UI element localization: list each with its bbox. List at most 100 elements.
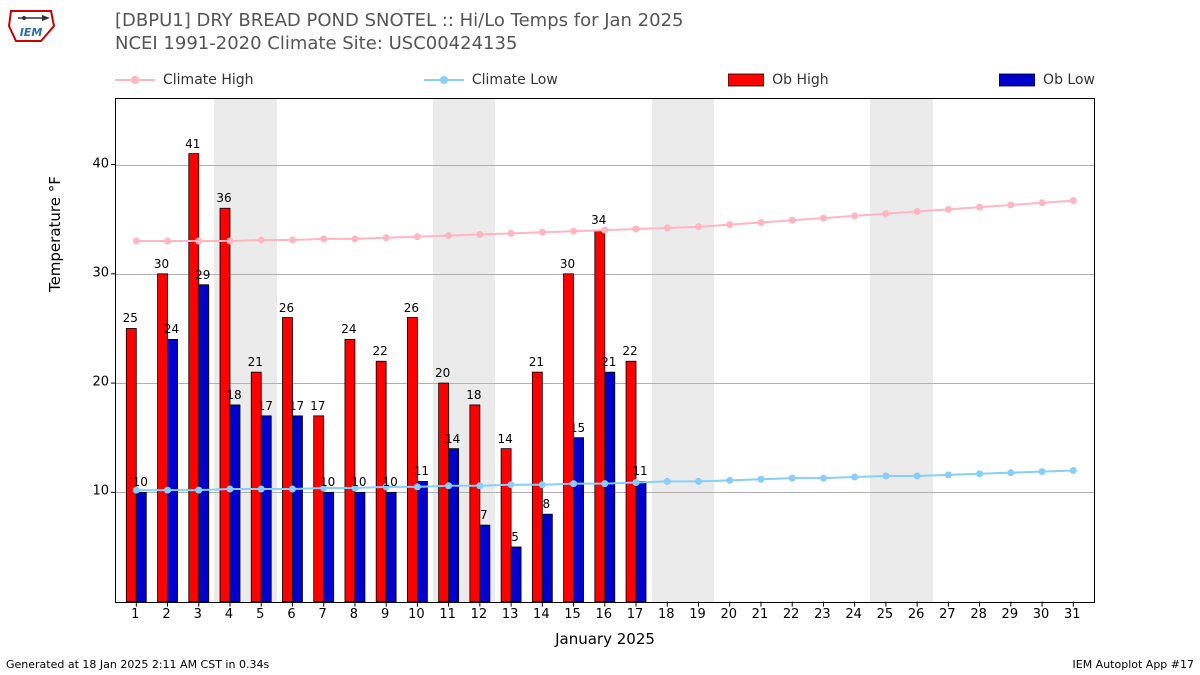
title-line-2: NCEI 1991-2020 Climate Site: USC00424135 [115, 33, 683, 56]
ob-low-bar [355, 492, 365, 601]
svg-text:IEM: IEM [20, 26, 43, 39]
ytick-label: 30 [79, 265, 109, 280]
y-axis-label: Temperature °F [46, 176, 64, 292]
footer-left: Generated at 18 Jan 2025 2:11 AM CST in … [6, 658, 269, 671]
legend-ob-low-label: Ob Low [1043, 72, 1095, 88]
ob-low-label: 17 [289, 399, 304, 413]
ob-low-label: 21 [601, 355, 616, 369]
ob-low-label: 10 [383, 475, 398, 489]
ob-low-bar [605, 372, 615, 601]
climate-high-marker [508, 230, 515, 237]
xtick-label: 2 [162, 607, 170, 622]
ob-low-bar [230, 405, 240, 602]
ob-high-label: 26 [279, 301, 294, 315]
xtick-label: 16 [596, 607, 613, 622]
climate-high-marker [757, 219, 764, 226]
xtick-label: 14 [533, 607, 550, 622]
climate-high-marker [351, 235, 358, 242]
xtick-label: 13 [502, 607, 519, 622]
climate-low-marker [164, 487, 171, 494]
ob-high-label: 22 [622, 344, 637, 358]
xtick-label: 7 [319, 607, 327, 622]
ob-high-label: 36 [216, 191, 231, 205]
ob-low-bar [417, 481, 427, 601]
xtick-label: 22 [783, 607, 800, 622]
ob-high-label: 18 [466, 388, 481, 402]
climate-low-marker [445, 482, 452, 489]
climate-high-marker [570, 228, 577, 235]
ob-high-bar [439, 383, 449, 602]
ytick-label: 20 [79, 375, 109, 390]
ob-high-bar [564, 274, 574, 602]
ob-low-label: 29 [195, 268, 210, 282]
ob-high-label: 24 [341, 322, 356, 336]
ob-high-label: 14 [497, 432, 512, 446]
climate-high-marker [258, 236, 265, 243]
ob-low-bar [449, 449, 459, 602]
xtick-label: 25 [877, 607, 894, 622]
plot-area [115, 98, 1095, 603]
ytick-label: 40 [79, 156, 109, 171]
climate-high-marker [227, 238, 234, 245]
climate-high-marker [383, 234, 390, 241]
climate-low-marker [1039, 468, 1046, 475]
ob-high-bar [595, 230, 605, 601]
ob-high-label: 26 [404, 301, 419, 315]
xtick-label: 4 [225, 607, 233, 622]
ob-high-label: 21 [248, 355, 263, 369]
title-line-1: [DBPU1] DRY BREAD POND SNOTEL :: Hi/Lo T… [115, 10, 683, 33]
ob-low-bar [324, 492, 334, 601]
iem-logo: IEM [6, 6, 56, 46]
ob-high-bar [470, 405, 480, 602]
climate-low-marker [1070, 467, 1077, 474]
xtick-label: 20 [720, 607, 737, 622]
climate-low-marker [570, 480, 577, 487]
ob-low-bar [292, 416, 302, 602]
ob-high-bar [282, 318, 292, 602]
xtick-label: 28 [970, 607, 987, 622]
legend-climate-low: Climate Low [424, 72, 558, 88]
xtick-label: 8 [350, 607, 358, 622]
xtick-label: 10 [408, 607, 425, 622]
ob-low-bar [636, 481, 646, 601]
xtick-label: 27 [939, 607, 956, 622]
legend-ob-high: Ob High [728, 72, 829, 88]
climate-high-marker [726, 221, 733, 228]
climate-low-marker [945, 471, 952, 478]
climate-high-marker [289, 236, 296, 243]
climate-low-marker [227, 486, 234, 493]
xtick-label: 18 [658, 607, 675, 622]
legend-ob-low: Ob Low [999, 72, 1095, 88]
ob-low-bar [386, 492, 396, 601]
ob-low-label: 15 [570, 421, 585, 435]
ob-high-label: 41 [185, 137, 200, 151]
climate-low-marker [882, 472, 889, 479]
climate-low-marker [820, 475, 827, 482]
ob-low-bar [261, 416, 271, 602]
ob-low-label: 10 [320, 475, 335, 489]
ob-low-label: 7 [480, 508, 488, 522]
ob-low-label: 24 [164, 322, 179, 336]
ob-low-label: 18 [226, 388, 241, 402]
xtick-label: 5 [256, 607, 264, 622]
ob-low-label: 11 [414, 464, 429, 478]
xtick-label: 21 [752, 607, 769, 622]
climate-high-marker [695, 223, 702, 230]
climate-high-marker [1070, 197, 1077, 204]
footer-right: IEM Autoplot App #17 [1073, 658, 1195, 671]
climate-high-marker [133, 238, 140, 245]
ob-high-bar [314, 416, 324, 602]
xtick-label: 19 [689, 607, 706, 622]
climate-high-marker [601, 227, 608, 234]
climate-low-marker [757, 476, 764, 483]
xtick-label: 31 [1064, 607, 1081, 622]
legend-climate-high: Climate High [115, 72, 254, 88]
ob-high-bar [220, 208, 230, 601]
climate-high-marker [914, 208, 921, 215]
climate-high-marker [445, 232, 452, 239]
ob-low-label: 17 [258, 399, 273, 413]
ob-high-bar [126, 328, 136, 601]
climate-low-marker [726, 477, 733, 484]
ob-low-bar [199, 285, 209, 602]
climate-low-marker [789, 475, 796, 482]
